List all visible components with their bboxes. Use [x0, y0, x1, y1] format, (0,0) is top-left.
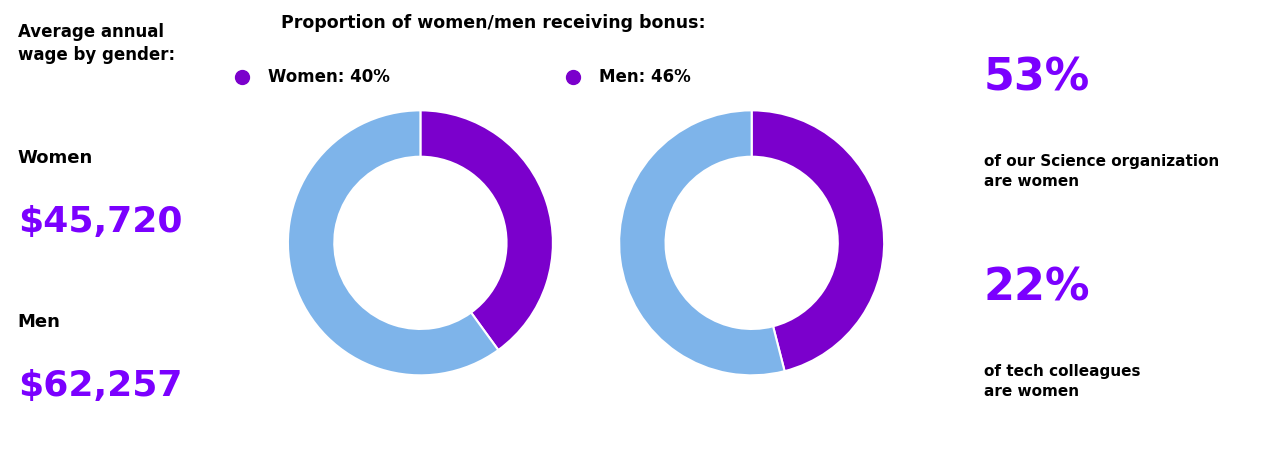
Text: $62,257: $62,257: [18, 369, 182, 403]
Text: 53%: 53%: [984, 56, 1089, 99]
Text: Proportion of women/men receiving bonus:: Proportion of women/men receiving bonus:: [282, 14, 706, 32]
Wedge shape: [420, 110, 553, 350]
Wedge shape: [619, 110, 785, 375]
Text: Average annual
wage by gender:: Average annual wage by gender:: [18, 23, 175, 64]
Wedge shape: [288, 110, 498, 375]
Text: Men: 46%: Men: 46%: [599, 68, 691, 86]
Text: Men: Men: [18, 313, 61, 331]
Text: $45,720: $45,720: [18, 205, 182, 240]
Text: of tech colleagues
are women: of tech colleagues are women: [984, 364, 1140, 399]
Text: of our Science organization
are women: of our Science organization are women: [984, 154, 1219, 189]
Wedge shape: [752, 110, 884, 371]
Text: Women: 40%: Women: 40%: [268, 68, 390, 86]
Text: Women: Women: [18, 149, 93, 168]
Text: 22%: 22%: [984, 266, 1091, 309]
